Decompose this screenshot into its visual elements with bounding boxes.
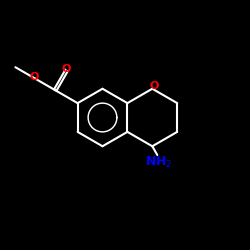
Text: NH$_2$: NH$_2$ [145,155,172,170]
Text: O: O [150,81,159,91]
Text: O: O [62,64,71,74]
Text: O: O [29,72,38,83]
